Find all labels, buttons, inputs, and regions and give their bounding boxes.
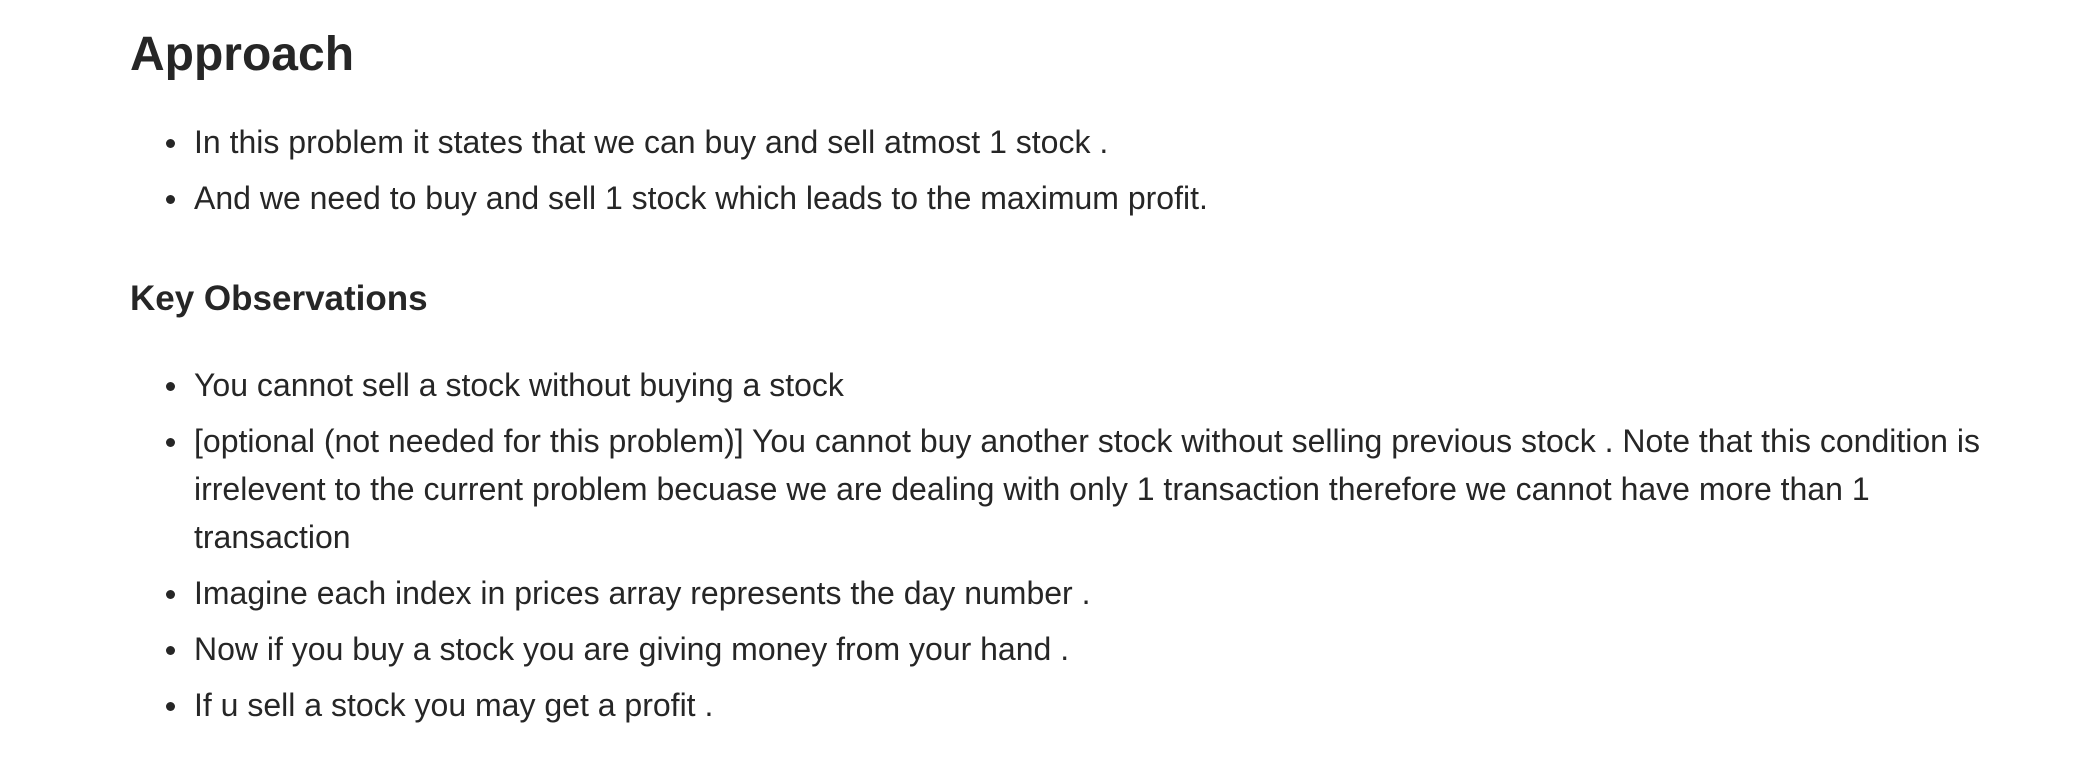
bullet-icon: [166, 195, 175, 204]
approach-heading: Approach: [130, 28, 355, 81]
list-item-text: And we need to buy and sell 1 stock whic…: [194, 180, 1208, 216]
list-item-text: [optional (not needed for this problem)]…: [194, 423, 1980, 555]
list-item: You cannot sell a stock without buying a…: [130, 361, 2010, 409]
observations-list: You cannot sell a stock without buying a…: [130, 361, 2010, 737]
list-item: If u sell a stock you may get a profit .: [130, 681, 2010, 729]
approach-list: In this problem it states that we can bu…: [130, 118, 2010, 230]
list-item: In this problem it states that we can bu…: [130, 118, 2010, 166]
bullet-icon: [166, 590, 175, 599]
bullet-icon: [166, 139, 175, 148]
list-item: Now if you buy a stock you are giving mo…: [130, 625, 2010, 673]
bullet-icon: [166, 438, 175, 447]
list-item-text: In this problem it states that we can bu…: [194, 124, 1109, 160]
list-item-text: Now if you buy a stock you are giving mo…: [194, 631, 1070, 667]
bullet-icon: [166, 702, 175, 711]
bullet-icon: [166, 382, 175, 391]
list-item-text: Imagine each index in prices array repre…: [194, 575, 1091, 611]
bullet-icon: [166, 646, 175, 655]
list-item: [optional (not needed for this problem)]…: [130, 417, 2010, 561]
list-item-text: If u sell a stock you may get a profit .: [194, 687, 714, 723]
key-observations-heading: Key Observations: [130, 279, 428, 318]
list-item: Imagine each index in prices array repre…: [130, 569, 2010, 617]
list-item-text: You cannot sell a stock without buying a…: [194, 367, 844, 403]
list-item: And we need to buy and sell 1 stock whic…: [130, 174, 2010, 222]
